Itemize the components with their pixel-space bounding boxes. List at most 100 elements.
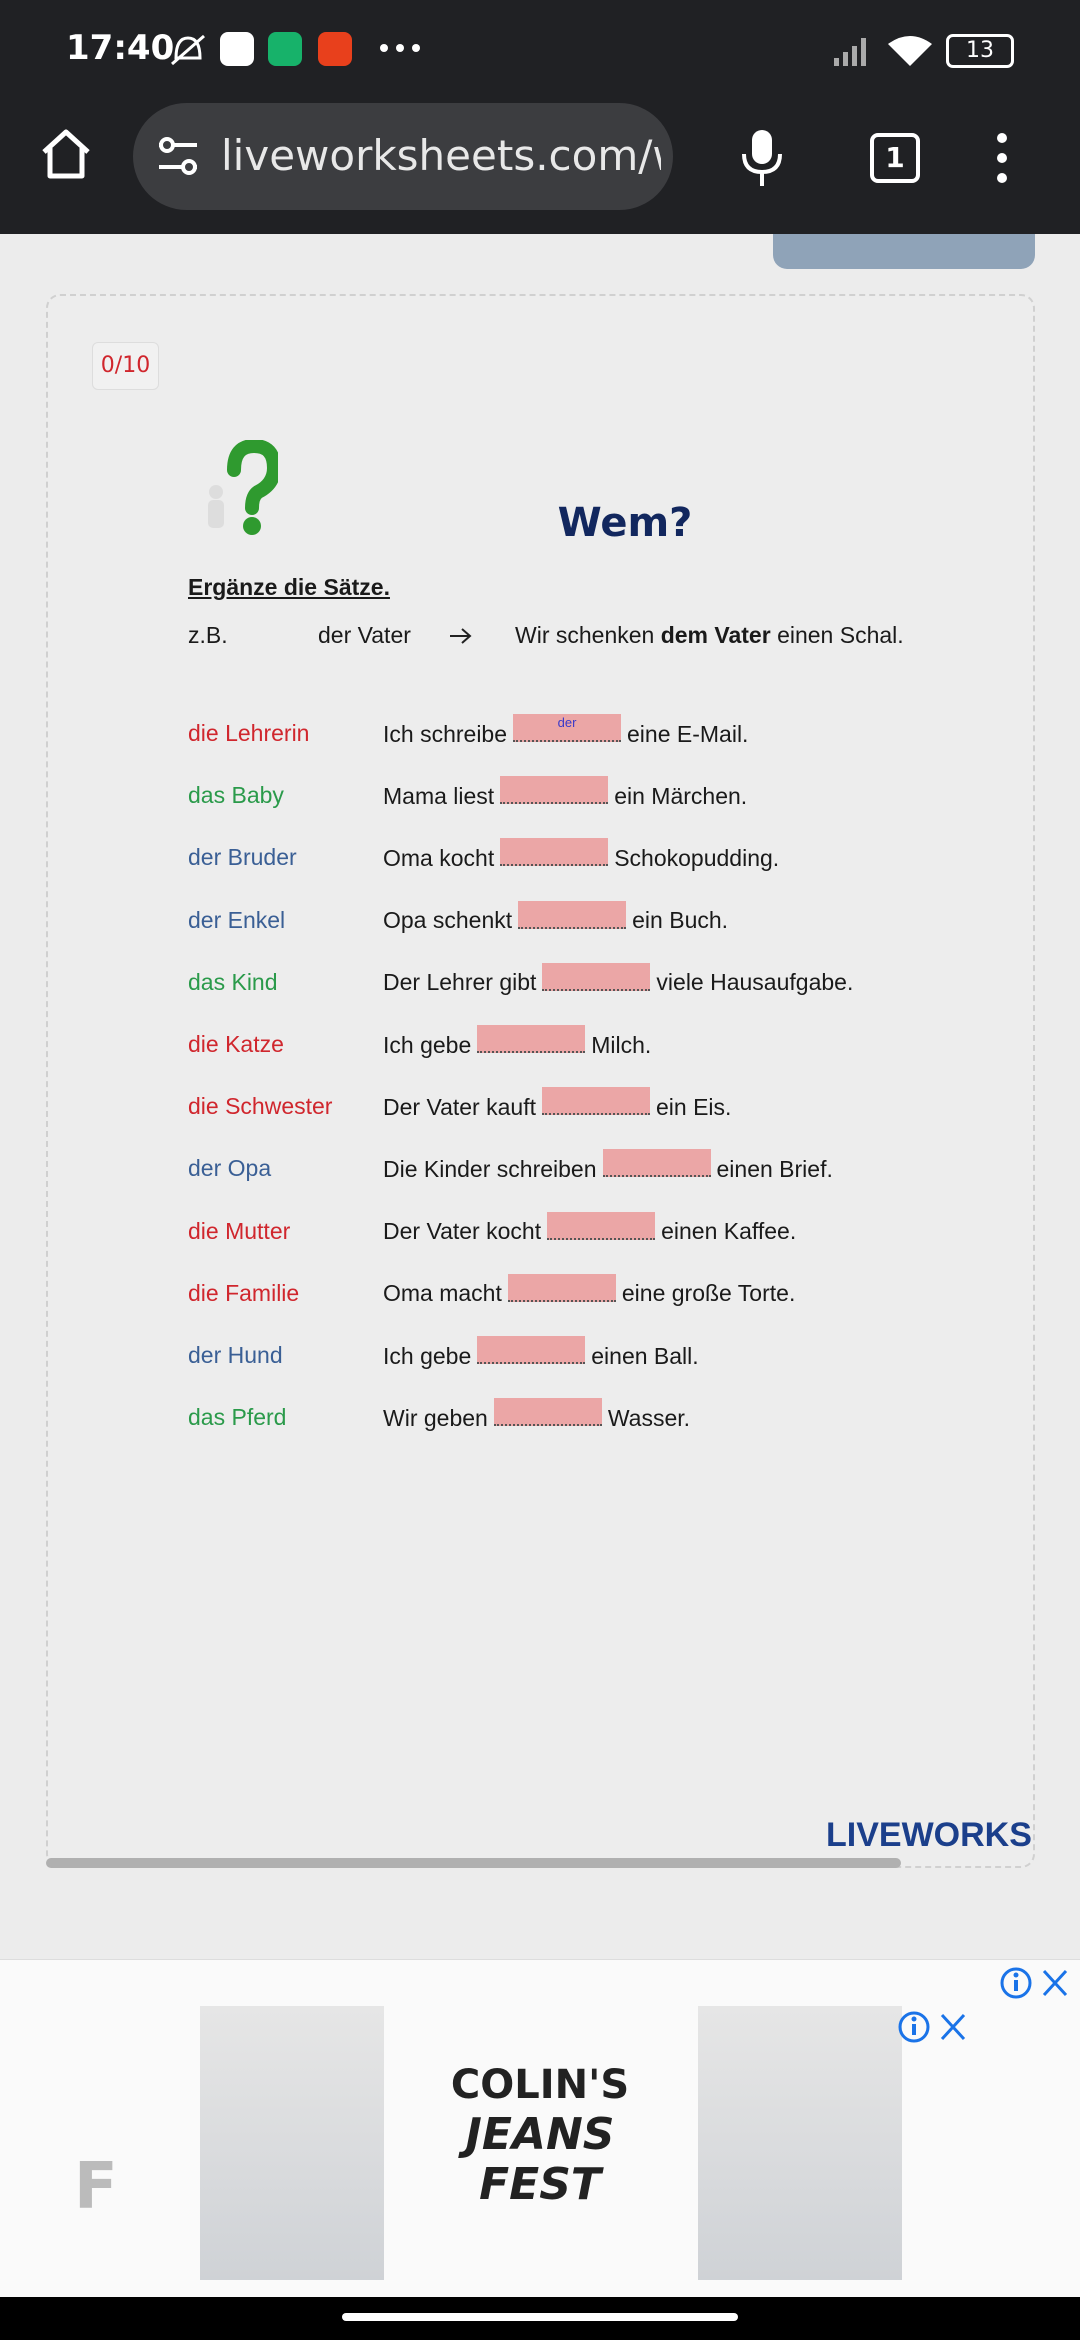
url-text: liveworksheets.com/w: [221, 131, 661, 180]
voice-button[interactable]: [740, 128, 784, 188]
ad-strip: [0, 1959, 1080, 2005]
answer-gap[interactable]: [547, 1211, 656, 1240]
worksheet-card: [46, 294, 1035, 1868]
sentence: Mama liest ein Märchen.: [383, 776, 748, 810]
sentence-end: ein Eis.: [655, 1093, 732, 1120]
url-bar[interactable]: liveworksheets.com/w: [133, 103, 673, 210]
ad-side-text: F: [74, 2150, 118, 2224]
signal-wifi: [834, 36, 932, 66]
sentence-start: Der Lehrer gibt: [383, 969, 537, 996]
sentence-start: Mama liest: [383, 782, 495, 809]
scrollbar: [46, 1858, 901, 1868]
ad-photo: [200, 2006, 384, 2280]
sentence-start: Ich gebe: [383, 1342, 472, 1369]
sentence: Ich schreibe der eine E-Mail.: [383, 714, 749, 748]
answer-gap[interactable]: [477, 1336, 586, 1364]
answer-gap[interactable]: [500, 838, 609, 867]
answer-gap[interactable]: [518, 900, 627, 929]
noun: die Lehrerin: [188, 720, 310, 746]
example-noun: der Vater: [318, 622, 411, 648]
ad-line: JEANS: [465, 2109, 615, 2160]
sentence-end: Milch.: [591, 1031, 652, 1058]
ad-controls[interactable]: [896, 2010, 976, 2044]
liveworksheets-logo: LIVEWORKS: [826, 1816, 1032, 1854]
sentence-end: ein Märchen.: [614, 782, 748, 809]
noun: die Mutter: [188, 1217, 291, 1244]
sentence: Oma macht eine große Torte.: [383, 1273, 796, 1308]
sentence-start: Opa schenkt: [383, 907, 513, 934]
sentence-end: Schokopudding.: [614, 844, 780, 871]
noun: der Hund: [188, 1342, 283, 1368]
sentence-end: einen Ball.: [591, 1342, 699, 1369]
sentence-start: Ich gebe: [383, 1031, 472, 1058]
answer-gap[interactable]: [602, 1149, 711, 1178]
answer-gap[interactable]: [507, 1273, 616, 1302]
tab-counter[interactable]: 1: [870, 133, 920, 183]
sentence-end: einen Brief.: [716, 1155, 833, 1182]
ad-line: FEST: [479, 2159, 601, 2210]
sentence-start: Der Vater kauft: [383, 1093, 536, 1120]
answer-gap[interactable]: [500, 776, 609, 805]
home-indicator[interactable]: [342, 2313, 738, 2321]
sentence-start: Die Kinder schreiben: [383, 1155, 597, 1182]
menu-button[interactable]: [990, 132, 1014, 184]
ad-photo: [698, 2006, 902, 2280]
sentence-start: Der Vater kocht: [383, 1218, 542, 1245]
answer-gap[interactable]: [493, 1398, 602, 1427]
app-icon: [318, 32, 352, 66]
status-icons: [171, 34, 420, 66]
worksheet-title: Wem?: [557, 500, 693, 546]
sentence: Der Vater kocht einen Kaffee.: [383, 1211, 797, 1246]
sentence-end: ein Buch.: [632, 907, 729, 934]
example-sentence: Wir schenken dem Vater einen Schal.: [515, 622, 904, 649]
sentence-end: einen Kaffee.: [661, 1218, 797, 1245]
app-icon: [220, 32, 254, 66]
search-buttons[interactable]: [773, 234, 1035, 269]
arrow: [450, 628, 472, 644]
ad-brand-name: COLIN'S: [450, 2062, 630, 2108]
sentence-end: viele Hausaufgabe.: [656, 969, 854, 996]
example-label: z.B.: [188, 622, 228, 648]
example-bold: dem Vater: [660, 622, 771, 648]
home-button[interactable]: [40, 128, 92, 180]
sentence: Ich gebe einen Ball.: [383, 1336, 699, 1370]
sentence: Der Lehrer gibt viele Hausaufgabe.: [383, 962, 854, 997]
score: 0/10: [92, 342, 159, 390]
example-before: Wir schenken: [515, 622, 655, 648]
sentence-end: Wasser.: [607, 1404, 691, 1431]
sentence: Oma kocht Schokopudding.: [383, 838, 780, 872]
sentence-start: Wir geben: [383, 1404, 488, 1431]
sentence: Ich gebe Milch.: [383, 1025, 652, 1059]
noun: das Baby: [188, 782, 284, 809]
noun: die Katze: [188, 1031, 284, 1057]
noun: das Kind: [188, 968, 278, 995]
sentence: Opa schenkt ein Buch.: [383, 900, 729, 935]
sentence-end: eine E-Mail.: [627, 720, 749, 747]
ad-controls[interactable]: [998, 1966, 1078, 2000]
sentence: Der Vater kauft ein Eis.: [383, 1087, 732, 1121]
noun: die Familie: [188, 1279, 300, 1306]
answer-gap[interactable]: [542, 962, 651, 991]
clock: 17:40: [66, 28, 175, 68]
sentence-start: Ich schreibe: [383, 720, 508, 747]
ad-brand: COLIN'S JEANS FEST: [450, 2060, 630, 2210]
answer-gap[interactable]: [541, 1087, 650, 1116]
noun: der Bruder: [188, 844, 297, 871]
instruction: Ergänze die Sätze.: [188, 574, 390, 600]
noun: der Enkel: [188, 906, 286, 933]
answer-gap[interactable]: [477, 1025, 586, 1053]
noun: die Schwester: [188, 1093, 333, 1120]
sentence: Die Kinder schreiben einen Brief.: [383, 1149, 833, 1183]
question-illustration: [208, 440, 278, 535]
sentence-start: Oma kocht: [383, 844, 495, 871]
answer-gap[interactable]: der: [513, 714, 622, 742]
sentence-end: eine große Torte.: [621, 1280, 796, 1307]
site-settings-icon: [159, 137, 197, 175]
battery: 13: [946, 34, 1014, 68]
app-icon: [268, 32, 302, 66]
noun: das Pferd: [188, 1404, 287, 1431]
example-after: einen Schal.: [777, 622, 904, 648]
sentence: Wir geben Wasser.: [383, 1398, 691, 1432]
browser-header: 17:40 13 liveworksheets.com/w 1: [0, 0, 1080, 234]
